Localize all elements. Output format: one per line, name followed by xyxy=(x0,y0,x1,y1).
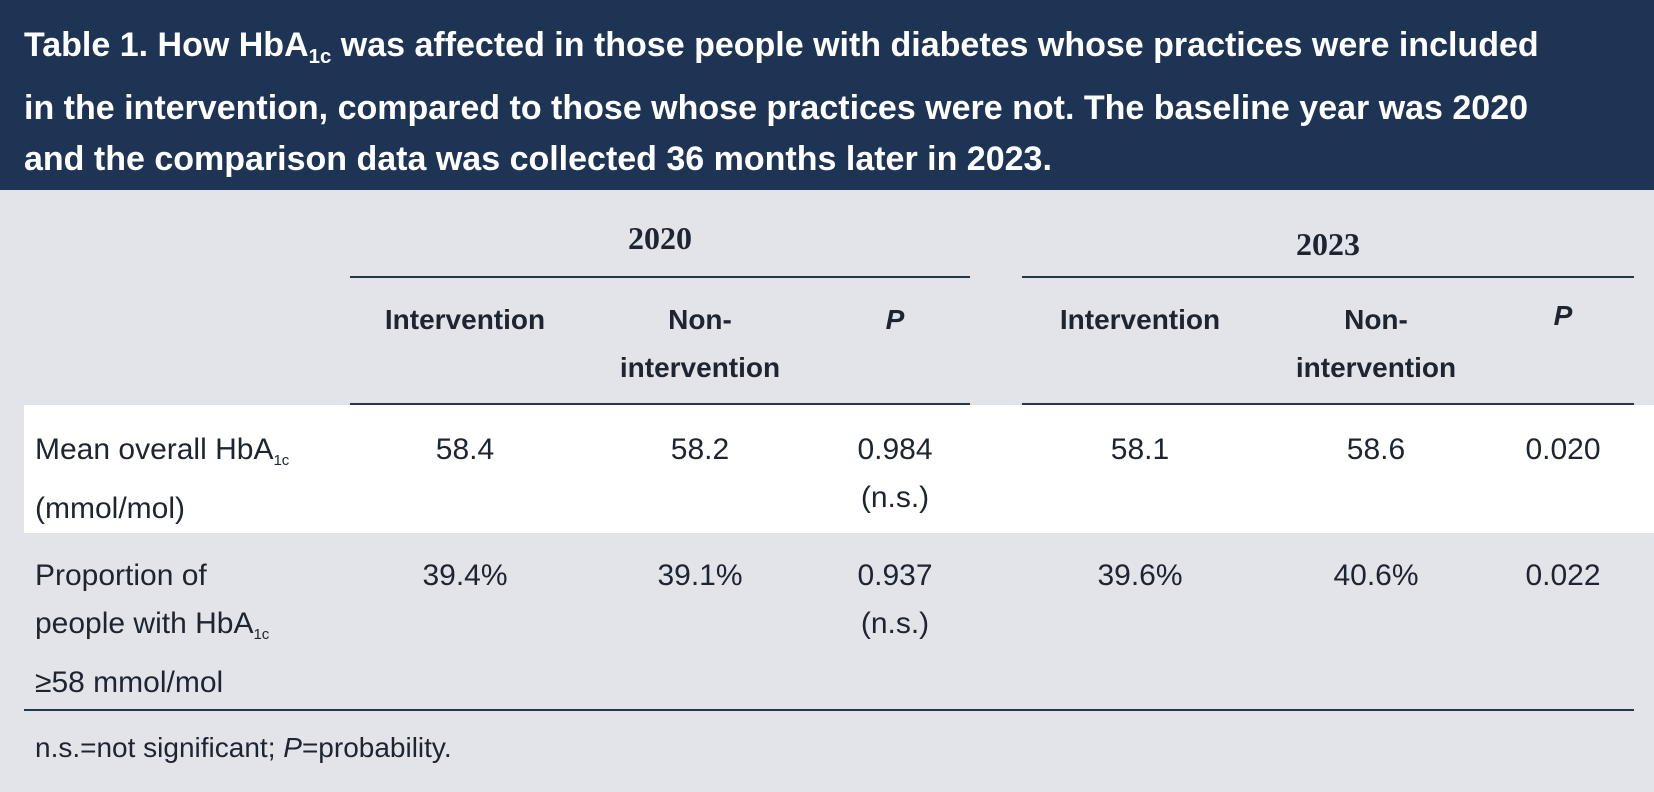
col-header-2020-intervention: Intervention xyxy=(384,304,546,335)
cell-r1-2020-p-note: (n.s.) xyxy=(860,481,930,514)
year-rule-2023 xyxy=(1022,276,1634,278)
row-label-mean-hba1c-line1: Mean overall HbA1c xyxy=(35,426,355,485)
col-header-2023-p: P xyxy=(1553,300,1573,331)
col-header-2023-non-intervention-line1: Non- xyxy=(1344,304,1408,335)
footnote-p-symbol: P xyxy=(283,732,302,763)
cell-r1-2023-non-intervention: 58.6 xyxy=(1346,433,1406,466)
col-header-2023-intervention: Intervention xyxy=(1059,304,1221,335)
col-header-2020-non-intervention-line1: Non- xyxy=(668,304,732,335)
caption-line-1: Table 1. How HbA1c was affected in those… xyxy=(24,20,1614,83)
table-row-mean-hba1c xyxy=(24,405,1654,533)
cell-r2-2023-p: 0.022 xyxy=(1525,559,1601,592)
row-label-mean-hba1c-unit: (mmol/mol) xyxy=(35,492,185,525)
cell-r2-2020-p: 0.937 (n.s.) xyxy=(840,552,950,648)
footnote-probability: =probability. xyxy=(301,732,452,763)
row-label-proportion-line2: people with HbA1c xyxy=(35,600,355,659)
row-label-proportion-text: people with HbA xyxy=(35,607,254,640)
caption-lead: Table 1. How HbA xyxy=(24,26,309,64)
cell-r1-2020-intervention: 58.4 xyxy=(435,433,495,466)
caption-line-1-rest: was affected in those people with diabet… xyxy=(331,26,1539,64)
table-caption: Table 1. How HbA1c was affected in those… xyxy=(0,0,1654,190)
cell-r1-2020-p-value: 0.984 xyxy=(857,433,933,466)
header-rule-2020 xyxy=(350,403,970,405)
caption-line-3: and the comparison data was collected 36… xyxy=(24,140,1052,179)
caption-subscript: 1c xyxy=(308,46,332,69)
year-header-2023: 2023 xyxy=(1296,226,1360,262)
col-header-2020-non-intervention: Non- intervention xyxy=(600,296,800,392)
row-label-proportion: Proportion of people with HbA1c ≥58 mmol… xyxy=(35,552,355,707)
cell-r2-2023-intervention: 39.6% xyxy=(1097,559,1183,592)
col-header-2020-p: P xyxy=(885,304,905,335)
row-label-mean-hba1c: Mean overall HbA1c (mmol/mol) xyxy=(35,426,355,533)
table-footnote: n.s.=not significant; P=probability. xyxy=(35,728,452,768)
year-header-2020: 2020 xyxy=(628,220,692,256)
row-label-mean-hba1c-subscript: 1c xyxy=(273,452,290,469)
cell-r2-2020-non-intervention: 39.1% xyxy=(657,559,743,592)
row-label-proportion-line1: Proportion of xyxy=(35,559,207,592)
row-label-proportion-subscript: 1c xyxy=(253,626,270,643)
cell-r1-2020-non-intervention: 58.2 xyxy=(670,433,730,466)
col-header-2020-non-intervention-line2: intervention xyxy=(619,352,781,383)
header-rule-2023 xyxy=(1022,403,1634,405)
table-bottom-rule xyxy=(24,709,1634,711)
cell-r1-2023-intervention: 58.1 xyxy=(1110,433,1170,466)
cell-r1-2023-p: 0.020 xyxy=(1525,433,1601,466)
col-header-2023-non-intervention-line2: intervention xyxy=(1295,352,1457,383)
caption-line-2: in the intervention, compared to those w… xyxy=(24,89,1529,128)
footnote-ns: n.s.=not significant; xyxy=(35,732,284,763)
cell-r1-2020-p: 0.984 (n.s.) xyxy=(840,426,950,522)
cell-r2-2023-non-intervention: 40.6% xyxy=(1333,559,1419,592)
row-label-proportion-line3: ≥58 mmol/mol xyxy=(35,666,224,699)
row-label-mean-hba1c-text: Mean overall HbA xyxy=(35,433,274,466)
cell-r2-2020-intervention: 39.4% xyxy=(422,559,508,592)
col-header-2023-non-intervention: Non- intervention xyxy=(1276,296,1476,392)
cell-r2-2020-p-value: 0.937 xyxy=(857,559,933,592)
cell-r2-2020-p-note: (n.s.) xyxy=(860,607,930,640)
year-rule-2020 xyxy=(350,276,970,278)
